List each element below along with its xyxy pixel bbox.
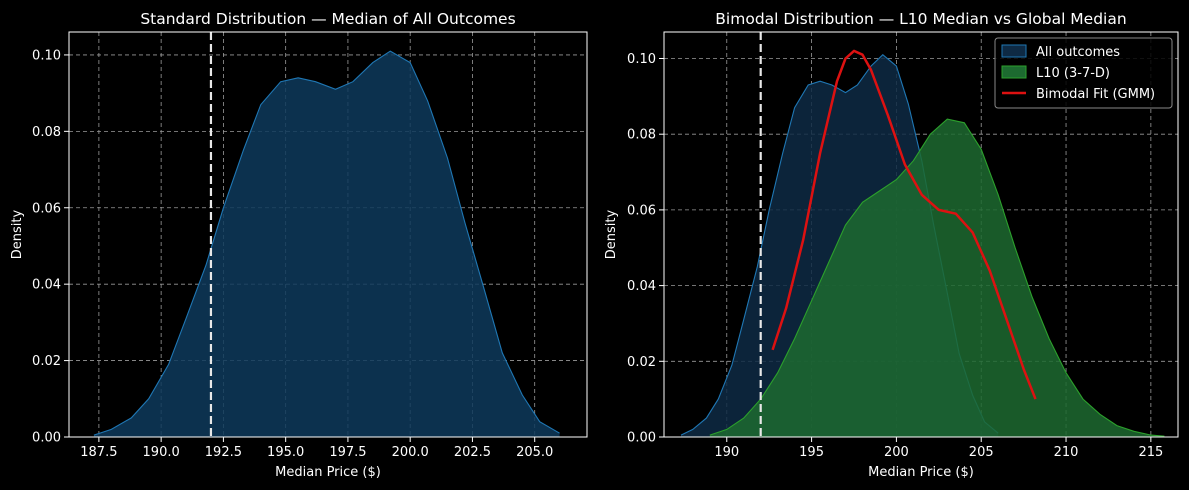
y-tick-label: 0.08 — [32, 125, 61, 140]
area-fill-series-0 — [93, 51, 560, 437]
left-chart-title: Standard Distribution — Median of All Ou… — [140, 10, 515, 28]
y-tick-label: 0.06 — [627, 203, 656, 218]
left-x-axis-label: Median Price ($) — [275, 465, 381, 480]
y-tick-label: 0.06 — [32, 201, 61, 216]
y-tick-label: 0.02 — [32, 354, 61, 369]
left-plot-area — [93, 32, 560, 437]
y-tick-label: 0.00 — [627, 431, 656, 446]
y-tick-label: 0.08 — [627, 128, 656, 143]
right-ticks: 190 195 200 205 210 215 0.00 0.02 0.04 0.06 0.08 0.… — [627, 52, 1163, 460]
y-tick-label: 0.10 — [32, 48, 61, 63]
x-tick-label: 190 — [714, 445, 739, 460]
right-x-axis-label: Median Price ($) — [868, 465, 974, 480]
right-plot-area — [680, 32, 1165, 437]
area-outline-l10-3-7-d — [709, 118, 1165, 437]
x-tick-label: 200.0 — [392, 445, 429, 460]
right-axes-frame — [663, 31, 1179, 438]
x-tick-label: 215 — [1138, 445, 1163, 460]
legend-label-all-outcomes: All outcomes — [1036, 45, 1120, 60]
x-tick-label: 195 — [799, 445, 824, 460]
left-y-axis-label: Density — [10, 209, 25, 259]
y-tick-label: 0.04 — [32, 278, 61, 293]
x-tick-label: 195.0 — [267, 445, 304, 460]
x-tick-label: 202.5 — [454, 445, 491, 460]
x-tick-label: 200 — [884, 445, 909, 460]
legend-swatch-all-outcomes — [1001, 44, 1027, 58]
x-tick-label: 192.5 — [205, 445, 242, 460]
legend-swatch-l10 — [1001, 65, 1027, 79]
legend-label-l10: L10 (3-7-D) — [1036, 66, 1110, 81]
y-tick-label: 0.10 — [627, 52, 656, 67]
legend: All outcomes L10 (3-7-D) Bimodal Fit (GM… — [994, 37, 1173, 109]
y-tick-label: 0.00 — [32, 431, 61, 446]
x-tick-label: 205 — [969, 445, 994, 460]
x-tick-label: 190.0 — [143, 445, 180, 460]
line-bimodal-fit-gmm — [771, 49, 1037, 400]
right-chart-title: Bimodal Distribution — L10 Median vs Glo… — [715, 10, 1126, 28]
y-tick-label: 0.02 — [627, 355, 656, 370]
x-tick-label: 187.5 — [80, 445, 117, 460]
y-tick-label: 0.04 — [627, 279, 656, 294]
x-tick-label: 210 — [1054, 445, 1079, 460]
area-outline-series-0 — [93, 50, 560, 436]
left-ticks: 187.5 190.0 192.5 195.0 197.5 200.0 202.5 205.0… — [32, 48, 553, 460]
area-fill-l10-3-7-d — [709, 119, 1165, 437]
left-chart-panel: Standard Distribution — Median of All Ou… — [10, 10, 588, 480]
right-chart-panel: Bimodal Distribution — L10 Median vs Glo… — [604, 10, 1179, 480]
right-y-axis-label: Density — [604, 209, 619, 259]
left-axes-frame — [68, 31, 588, 438]
legend-label-bimodal-fit: Bimodal Fit (GMM) — [1036, 87, 1155, 102]
x-tick-label: 205.0 — [516, 445, 553, 460]
x-tick-label: 197.5 — [329, 445, 366, 460]
legend-box — [994, 37, 1173, 109]
